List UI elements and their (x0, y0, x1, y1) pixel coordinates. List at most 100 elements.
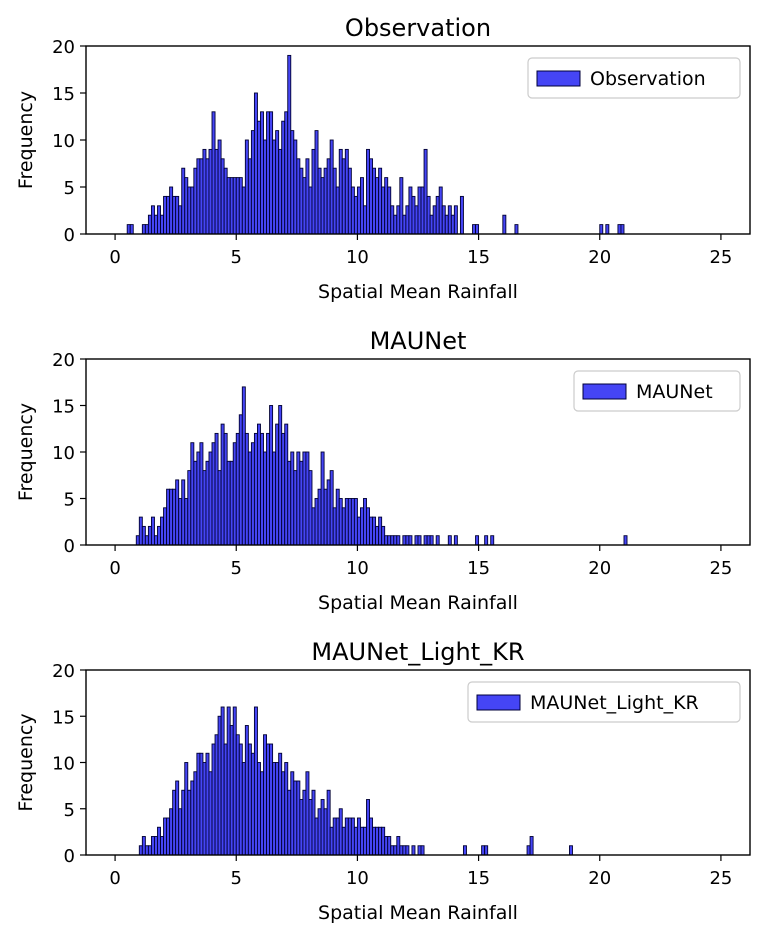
histogram-bar (205, 158, 210, 235)
histogram-bar (266, 743, 271, 856)
histogram-bar (278, 752, 283, 856)
histogram-bar (375, 525, 380, 546)
histogram-bar (338, 148, 343, 235)
histogram-bar (160, 214, 165, 235)
x-tick-label: 10 (346, 558, 369, 579)
histogram-bar (257, 423, 261, 546)
histogram-bar (141, 836, 146, 856)
histogram-bar (526, 845, 531, 856)
legend-box (467, 681, 741, 723)
x-tick-label: 5 (231, 558, 242, 579)
histogram-bar (220, 423, 225, 546)
histogram-bar (311, 789, 316, 856)
histogram-bar (417, 535, 422, 546)
histogram-bar (375, 177, 380, 235)
histogram-bar (444, 214, 449, 235)
histogram-bar (423, 148, 428, 235)
legend: MAUNet_Light_KR (467, 681, 741, 723)
y-tick-label: 20 (52, 350, 75, 371)
histogram-bar (238, 177, 243, 235)
histogram-bar (402, 845, 407, 856)
histogram-bar (387, 186, 392, 235)
histogram-bar (211, 743, 216, 856)
histogram-bar (163, 817, 168, 856)
histogram-bar (356, 817, 361, 856)
y-tick-label: 0 (64, 536, 75, 557)
histogram-bar (347, 498, 352, 546)
x-tick-label: 15 (467, 247, 490, 268)
y-tick-label: 15 (52, 84, 75, 105)
histogram-bar (253, 706, 258, 856)
histogram-bar (275, 130, 280, 235)
histogram-bar (296, 780, 301, 856)
histogram-bar (269, 743, 274, 856)
legend: Observation (527, 57, 741, 99)
histogram-bar (235, 177, 240, 235)
histogram-bar (184, 762, 189, 856)
histogram-bar (411, 195, 416, 235)
histogram-bar (490, 535, 495, 546)
histogram-bar (429, 535, 434, 546)
histogram-bar (308, 186, 313, 235)
histogram-bar (250, 130, 255, 235)
histogram-bar (599, 224, 604, 235)
bars-group (138, 706, 573, 856)
histogram-bar (405, 535, 410, 546)
histogram-bar (250, 442, 255, 546)
histogram-bar (141, 224, 146, 235)
histogram-bar (344, 148, 349, 235)
y-tick-label: 5 (64, 490, 75, 511)
histogram-bar (150, 836, 155, 856)
histogram-bar (187, 470, 192, 546)
histogram-bar (296, 158, 301, 235)
histogram-bar (272, 451, 277, 546)
histogram-bar (329, 470, 334, 546)
y-axis-label: Frequency (15, 91, 37, 189)
x-axis-label: Spatial Mean Rainfall (318, 902, 518, 924)
histogram-bar (275, 762, 280, 856)
histogram-bar (232, 706, 237, 856)
legend-label: MAUNet (636, 381, 713, 403)
histogram-bar (184, 498, 189, 546)
histogram-bar (229, 177, 234, 235)
bars-group (135, 386, 628, 546)
y-tick-label: 10 (52, 754, 75, 775)
histogram-bar (335, 817, 340, 856)
histogram-bar (378, 516, 383, 546)
histogram-bar (408, 535, 413, 546)
histogram-bar (529, 836, 534, 856)
histogram-bar (147, 214, 152, 235)
x-tick-label: 25 (709, 247, 732, 268)
histogram-bar (420, 186, 425, 235)
histogram-bar (344, 498, 349, 546)
histogram-bar (372, 167, 377, 235)
histogram-bar (154, 214, 158, 235)
histogram-bar (617, 224, 622, 235)
histogram-bar (305, 451, 310, 546)
histogram-bar (293, 470, 298, 546)
histogram-bar (414, 205, 419, 235)
histogram-bar (323, 488, 328, 546)
histogram-bar (235, 432, 240, 546)
histogram-bar (272, 139, 277, 235)
histogram-bar (160, 836, 165, 856)
histogram-bar (293, 780, 298, 856)
histogram-bar (250, 752, 255, 856)
histogram-bar (178, 808, 183, 856)
histogram-bar (441, 205, 446, 235)
histogram-bar (154, 836, 158, 856)
histogram-bar (317, 167, 322, 235)
histogram-bar (290, 451, 295, 546)
histogram-bar (281, 771, 286, 856)
histogram-bar (393, 535, 398, 546)
histogram-bar (329, 826, 334, 856)
histogram-bar (317, 808, 322, 856)
y-tick-label: 10 (52, 131, 75, 152)
y-axis-label: Frequency (15, 713, 37, 811)
histogram-bar (329, 139, 334, 235)
histogram-bar (384, 535, 389, 546)
histogram-bar (447, 205, 452, 235)
bars-group (126, 54, 625, 235)
histogram-bar (308, 470, 313, 546)
histogram-bar (269, 405, 274, 546)
